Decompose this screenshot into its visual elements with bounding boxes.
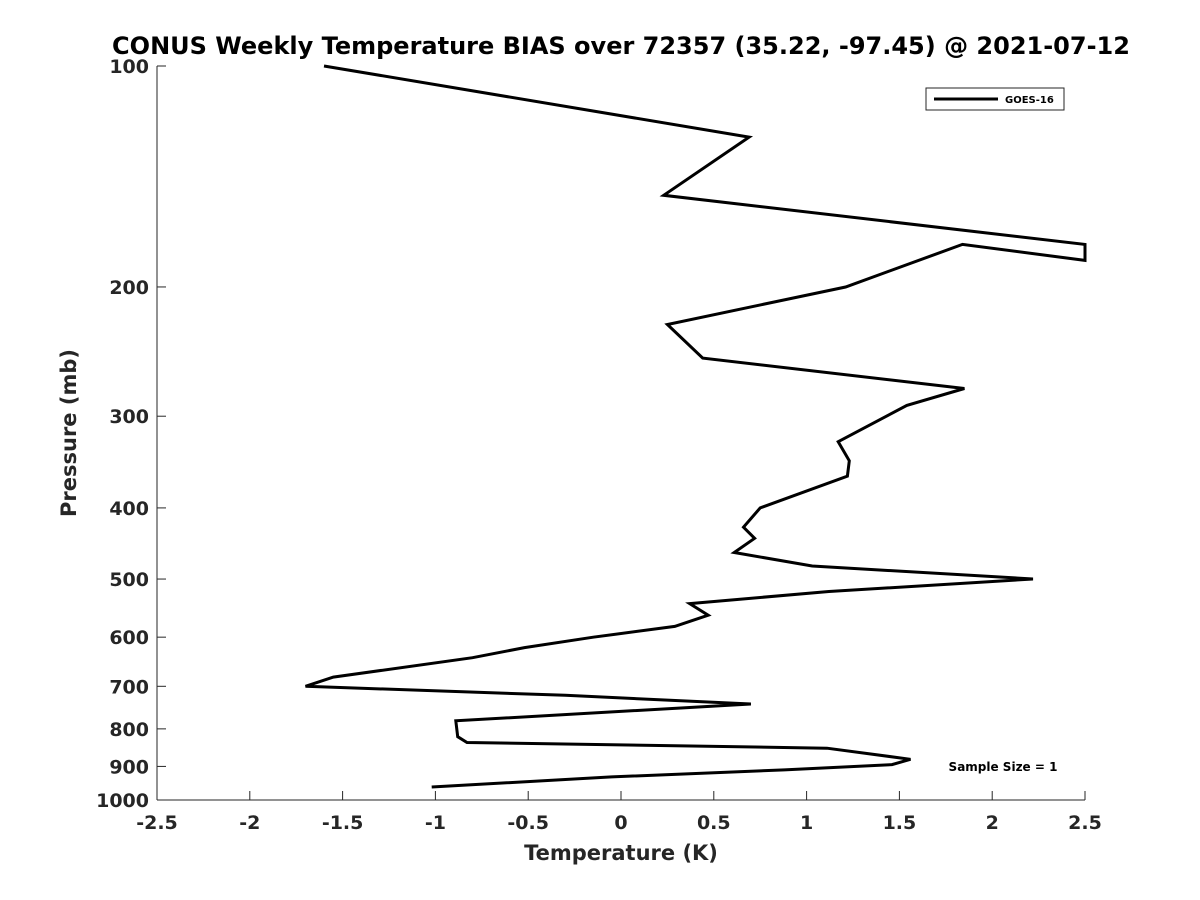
x-tick-label: 1 xyxy=(800,812,813,834)
x-tick-label: -1.5 xyxy=(322,812,364,834)
legend-label-goes-16: GOES-16 xyxy=(1005,95,1054,106)
y-axis-ticks: 100 200 300 400 500 600 700 800 900 1000 xyxy=(96,56,166,812)
y-tick-label: 100 xyxy=(109,56,149,78)
x-tick-label: 2 xyxy=(986,812,999,834)
y-axis-label: Pressure (mb) xyxy=(57,349,81,517)
sample-size-annotation: Sample Size = 1 xyxy=(949,760,1058,774)
y-tick-label: 300 xyxy=(109,406,149,428)
chart-title: CONUS Weekly Temperature BIAS over 72357… xyxy=(112,32,1130,60)
y-tick-label: 600 xyxy=(109,627,149,649)
y-tick-label: 900 xyxy=(109,756,149,778)
x-tick-label: -1 xyxy=(425,812,446,834)
x-tick-label: 0 xyxy=(614,812,627,834)
y-tick-label: 400 xyxy=(109,498,149,520)
y-tick-label: 500 xyxy=(109,569,149,591)
series-line-0 xyxy=(305,64,1087,789)
legend: GOES-16 xyxy=(925,87,1065,111)
y-tick-label: 800 xyxy=(109,719,149,741)
x-tick-label: -2.5 xyxy=(136,812,178,834)
x-tick-label: 1.5 xyxy=(883,812,917,834)
x-tick-label: -0.5 xyxy=(507,812,549,834)
y-tick-label: 700 xyxy=(109,676,149,698)
series-layer xyxy=(305,64,1087,789)
x-axis-label: Temperature (K) xyxy=(524,841,718,865)
x-tick-label: 2.5 xyxy=(1068,812,1102,834)
x-tick-label: 0.5 xyxy=(697,812,731,834)
plot-area xyxy=(157,66,1085,800)
x-axis-ticks: -2.5 -2 -1.5 -1 -0.5 0 0.5 1 1.5 2 2.5 xyxy=(136,791,1102,834)
x-tick-label: -2 xyxy=(239,812,260,834)
y-tick-label: 200 xyxy=(109,277,149,299)
y-tick-label: 1000 xyxy=(96,790,149,812)
